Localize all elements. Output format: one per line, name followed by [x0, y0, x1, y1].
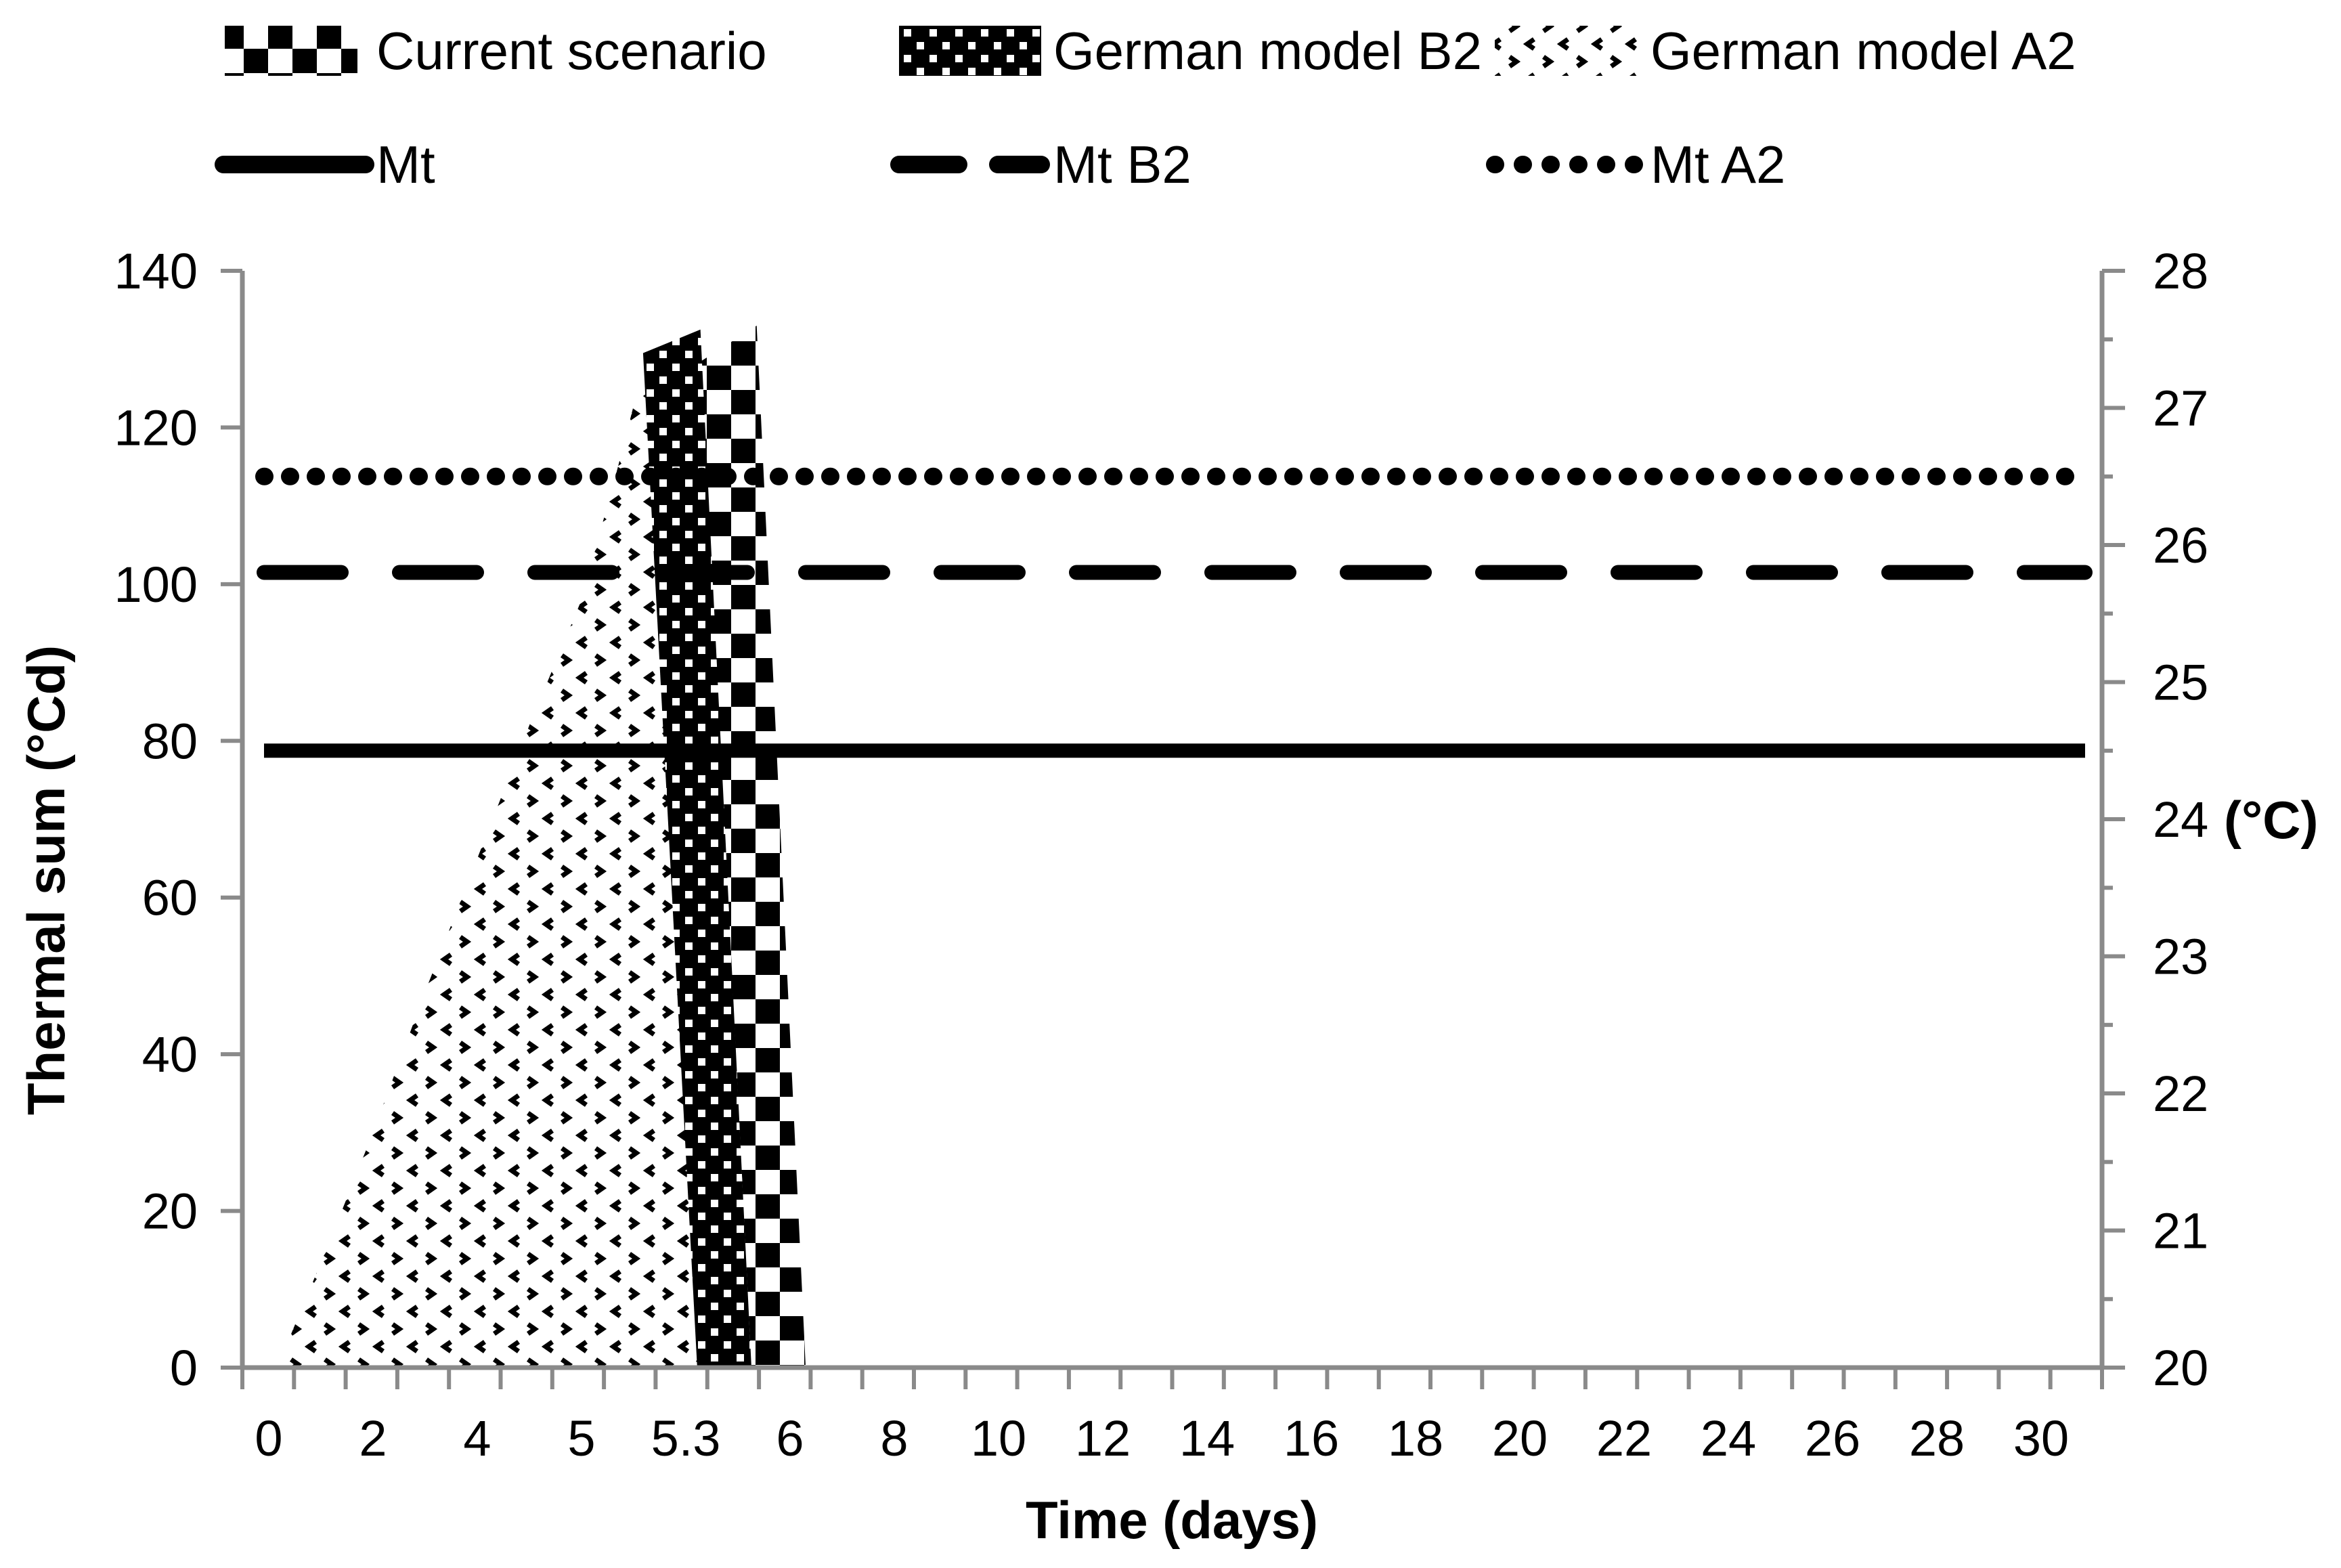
left-axis-label: 60 [142, 870, 198, 926]
x-axis-label: 20 [1492, 1410, 1548, 1466]
legend-label-mt: Mt [376, 135, 435, 194]
left-axis-label: 20 [142, 1183, 198, 1240]
right-axis-label: 27 [2153, 380, 2208, 437]
x-axis-label: 22 [1596, 1410, 1652, 1466]
left-axis-title: Thermal sum (°Cd) [16, 645, 76, 1115]
right-axis-label: 24 [2153, 791, 2208, 848]
x-axis-label: 8 [880, 1410, 908, 1466]
x-axis-label: 5 [567, 1410, 595, 1466]
x-axis-label: 26 [1805, 1410, 1860, 1466]
x-axis-label: 18 [1388, 1410, 1443, 1466]
right-axis-title: (°C) [2224, 790, 2318, 850]
area-dense [642, 329, 751, 1368]
right-axis-label: 23 [2153, 929, 2208, 985]
axes-group [221, 269, 2125, 1389]
left-axis-label: 80 [142, 713, 198, 769]
x-axis-label: 10 [971, 1410, 1026, 1466]
legend-swatch-current-scenario [225, 26, 357, 76]
x-axis-label: 14 [1179, 1410, 1235, 1466]
left-axis-label: 0 [170, 1340, 198, 1396]
x-axis-label: 4 [463, 1410, 491, 1466]
legend-label-german-model-b2: German model B2 [1053, 21, 1482, 81]
right-axis-label: 25 [2153, 655, 2208, 711]
legend-label-current-scenario: Current scenario [376, 21, 767, 81]
tick-label-group: 0 2 4 5 5.3 6 8 10 12 14 16 18 20 22 24 26 28 30020406080… [114, 243, 2209, 1466]
hline-group [255, 467, 2094, 758]
left-axis-label: 120 [114, 399, 198, 456]
right-axis-label: 28 [2153, 243, 2208, 299]
right-axis-label: 21 [2153, 1203, 2208, 1259]
left-axis-label: 40 [142, 1026, 198, 1083]
x-axis-label: 24 [1701, 1410, 1756, 1466]
x-axis-label: 5.3 [651, 1410, 721, 1466]
x-axis-label: 12 [1075, 1410, 1131, 1466]
legend-label-german-model-a2: German model A2 [1650, 21, 2076, 81]
x-axis-label: 16 [1284, 1410, 1339, 1466]
right-axis-label: 20 [2153, 1340, 2208, 1396]
left-axis-label: 100 [114, 557, 198, 613]
x-axis-label: 2 [359, 1410, 387, 1466]
x-axis-label: 0 [255, 1410, 282, 1466]
area-checker [701, 326, 806, 1368]
x-axis-title: Time (days) [1026, 1490, 1318, 1550]
legend-swatch-german-model-b2 [899, 26, 1041, 76]
area-series-group [277, 326, 806, 1368]
right-axis-label: 26 [2153, 517, 2208, 573]
legend-swatch-german-model-a2 [1495, 26, 1638, 76]
x-axis-label: 28 [1909, 1410, 1965, 1466]
legend: Current scenario German model B2 German … [215, 21, 2076, 194]
right-axis-label: 22 [2153, 1066, 2208, 1122]
x-axis-label: 30 [2013, 1410, 2069, 1466]
left-axis-label: 140 [114, 243, 198, 299]
legend-label-mt-b2: Mt B2 [1053, 135, 1191, 194]
legend-label-mt-a2: Mt A2 [1650, 135, 1785, 194]
area-sparse [277, 333, 707, 1368]
x-axis-label: 6 [776, 1410, 804, 1466]
